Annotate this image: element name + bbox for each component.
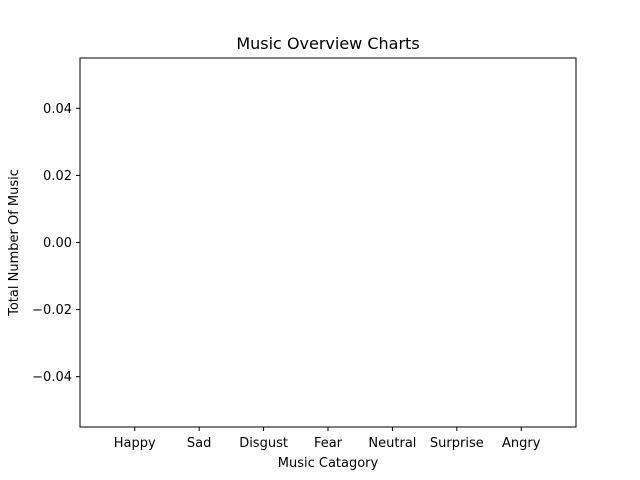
x-axis-ticks: Happy Sad Disgust Fear Neutral Surprise Angry [114, 427, 541, 451]
x-axis-label: Music Catagory [278, 456, 379, 471]
x-tick-label-happy: Happy [114, 436, 156, 451]
x-tick-label-fear: Fear [314, 436, 343, 451]
y-tick-label: 0.04 [43, 102, 72, 117]
y-tick-label: 0.00 [43, 236, 72, 251]
y-axis-label: Total Number Of Music [7, 169, 22, 317]
x-tick-label-angry: Angry [502, 436, 541, 451]
x-tick-label-surprise: Surprise [430, 436, 484, 451]
x-tick-label-neutral: Neutral [368, 436, 416, 451]
x-tick-label-sad: Sad [187, 436, 211, 451]
y-tick-label: 0.02 [43, 169, 72, 184]
chart-title: Music Overview Charts [236, 34, 419, 53]
plot-area-frame [79, 57, 577, 428]
y-tick-label: −0.04 [32, 370, 72, 385]
x-tick-label-disgust: Disgust [239, 436, 288, 451]
y-axis-ticks: 0.04 0.02 0.00 −0.02 −0.04 [32, 102, 80, 385]
y-tick-label: −0.02 [32, 303, 72, 318]
